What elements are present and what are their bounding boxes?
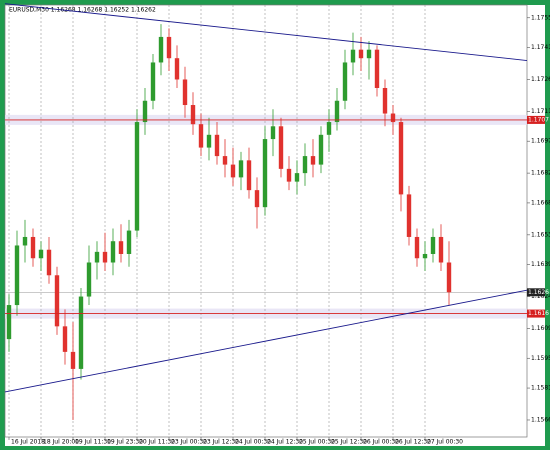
candle-body: [22, 236, 28, 246]
candle-body: [126, 230, 132, 254]
candle-body: [166, 36, 172, 59]
level-label: 1.1616: [528, 310, 549, 317]
y-tick-label: 1.1624: [531, 293, 550, 300]
x-tick-label: 23 Jul 00:30: [171, 439, 207, 446]
candle-body: [342, 62, 348, 101]
candle-body: [190, 105, 196, 125]
x-tick-label: 27 Jul 00:30: [427, 439, 463, 446]
y-tick-label: 1.1566: [531, 416, 550, 423]
candle-body: [358, 49, 364, 59]
candle-body: [118, 241, 124, 254]
candle-body: [78, 296, 84, 369]
candle-body: [318, 134, 324, 165]
candle-body: [62, 326, 68, 352]
y-tick-label: 1.1741: [531, 44, 550, 51]
candle-body: [230, 164, 236, 178]
candle-body: [142, 100, 148, 123]
x-tick-label: 20 Jul 11:30: [139, 439, 175, 446]
candle-body: [382, 87, 388, 114]
candle-body: [46, 249, 52, 276]
candle-body: [182, 79, 188, 106]
candle-body: [206, 134, 212, 148]
trendline: [4, 289, 528, 393]
candle-body: [390, 113, 396, 123]
x-tick-label: 19 Jul 23:30: [107, 439, 143, 446]
x-tick-label: 23 Jul 12:30: [203, 439, 239, 446]
candle-body: [70, 351, 76, 369]
y-tick-label: 1.1726: [531, 76, 550, 83]
x-tick-label: 26 Jul 00:30: [363, 439, 399, 446]
candle-body: [270, 126, 276, 140]
y-tick-label: 1.1609: [531, 325, 550, 332]
y-tick-label: 1.1711: [531, 108, 550, 115]
candle-body: [174, 58, 180, 80]
candle-body: [134, 122, 140, 231]
candle-body: [446, 262, 452, 293]
plot-border: [4, 4, 528, 438]
trendline: [4, 3, 528, 61]
candle-body: [102, 251, 108, 263]
y-tick-label: 1.1755: [531, 14, 550, 21]
x-tick-label: 19 Jul 11:30: [75, 439, 111, 446]
candle-body: [350, 49, 356, 63]
candle-body: [254, 190, 260, 208]
candle-body: [14, 245, 20, 306]
candle-body: [326, 122, 332, 135]
y-tick-label: 1.1668: [531, 199, 550, 206]
x-tick-label: 24 Jul 12:30: [267, 439, 303, 446]
candle-body: [294, 173, 300, 182]
candle-body: [246, 160, 252, 191]
x-tick-label: 24 Jul 00:30: [235, 439, 271, 446]
level-label-box: [527, 115, 545, 124]
candle-body: [214, 134, 220, 157]
candle-body: [398, 122, 404, 195]
candle-body: [310, 156, 316, 165]
y-tick-label: 1.1639: [531, 261, 550, 268]
current-price-label: 1.1626: [528, 289, 549, 296]
candle-body: [198, 124, 204, 148]
candle-body: [222, 156, 228, 165]
y-tick-label: 1.1595: [531, 355, 550, 362]
level-label: 1.1707: [528, 116, 549, 123]
candle-body: [438, 236, 444, 263]
candle-body: [30, 236, 36, 259]
y-tick-label: 1.1653: [531, 231, 550, 238]
y-tick-label: 1.1682: [531, 170, 550, 177]
candle-body: [238, 160, 244, 178]
chart-background: [5, 5, 545, 446]
candle-body: [158, 36, 164, 63]
candle-body: [422, 253, 428, 259]
candle-body: [94, 251, 100, 263]
candle-body: [110, 241, 116, 263]
candle-body: [86, 262, 92, 297]
y-tick-label: 1.1581: [531, 385, 550, 392]
candle-body: [366, 49, 372, 59]
candle-body: [6, 305, 12, 340]
candle-body: [406, 194, 412, 237]
candle-body: [430, 236, 436, 254]
candle-body: [150, 62, 156, 101]
chart-title: EURUSD,M30 1.16268 1.16268 1.16252 1.162…: [9, 7, 156, 14]
x-tick-label: 25 Jul 00:30: [299, 439, 335, 446]
x-tick-label: 25 Jul 12:30: [331, 439, 367, 446]
candle-body: [302, 156, 308, 174]
current-price-box: [527, 288, 545, 297]
x-tick-label: 26 Jul 12:30: [395, 439, 431, 446]
candle-body: [334, 100, 340, 123]
x-tick-label: 18 Jul 20:00: [43, 439, 79, 446]
candle-body: [374, 49, 380, 88]
x-tick-label: 16 Jul 2018: [11, 439, 45, 446]
candle-body: [54, 275, 60, 327]
y-tick-label: 1.1697: [531, 138, 550, 145]
candle-body: [278, 126, 284, 169]
candle-body: [262, 139, 268, 208]
level-label-box: [527, 309, 545, 318]
candle-body: [414, 236, 420, 259]
candle-body: [38, 249, 44, 259]
candle-body: [286, 168, 292, 182]
